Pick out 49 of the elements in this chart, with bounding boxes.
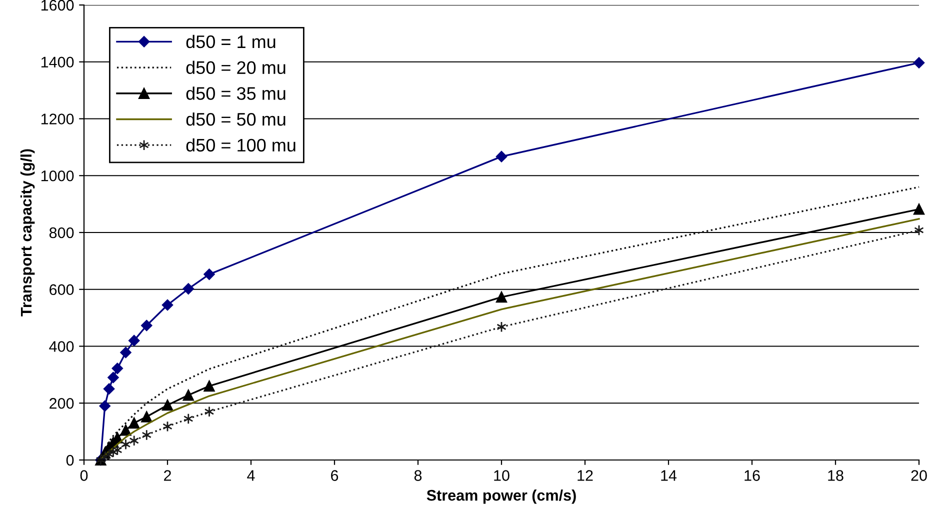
y-tick-label: 1400 bbox=[41, 56, 74, 68]
y-tick-label: 1000 bbox=[41, 170, 74, 182]
point bbox=[142, 429, 152, 441]
y-tick-label: 1200 bbox=[41, 114, 74, 124]
point bbox=[162, 400, 174, 411]
x-tick-label: 0 bbox=[80, 470, 88, 481]
point bbox=[128, 417, 140, 429]
point bbox=[120, 424, 132, 436]
point bbox=[204, 380, 215, 392]
y-tick-label: 800 bbox=[49, 227, 74, 238]
legend-label: d50 = 35 mu bbox=[186, 86, 286, 100]
point bbox=[182, 390, 194, 401]
point bbox=[141, 320, 152, 332]
point bbox=[496, 150, 508, 162]
legend-label: d50 = 50 mu bbox=[186, 112, 286, 126]
point bbox=[103, 383, 115, 395]
x-tick-label: 14 bbox=[661, 470, 677, 481]
x-tick-label: 20 bbox=[911, 470, 927, 481]
x-tick-label: 10 bbox=[494, 470, 510, 481]
point bbox=[182, 283, 194, 294]
x-tick-label: 16 bbox=[744, 470, 760, 481]
point bbox=[913, 57, 925, 68]
point bbox=[204, 268, 215, 280]
y-tick-label: 0 bbox=[66, 454, 74, 466]
x-tick-label: 2 bbox=[164, 470, 171, 481]
point bbox=[99, 400, 110, 412]
point bbox=[913, 204, 925, 215]
point bbox=[141, 411, 152, 422]
legend-label: d50 = 20 mu bbox=[186, 60, 286, 74]
point bbox=[162, 299, 174, 311]
legend-label: d50 = 100 mu bbox=[186, 138, 296, 152]
point bbox=[112, 444, 122, 456]
x-axis-title: Stream power (cm/s) bbox=[426, 490, 576, 504]
x-tick-label: 6 bbox=[331, 470, 338, 481]
point bbox=[496, 291, 508, 303]
point bbox=[128, 334, 140, 346]
y-tick-label: 1600 bbox=[41, 0, 74, 11]
x-tick-label: 4 bbox=[247, 470, 255, 481]
point bbox=[108, 372, 119, 384]
x-tick-label: 8 bbox=[414, 470, 422, 481]
y-tick-label: 200 bbox=[50, 398, 74, 409]
point bbox=[120, 346, 132, 358]
y-tick-label: 600 bbox=[50, 284, 74, 296]
y-axis-title: Transport capacity (g/l) bbox=[20, 149, 35, 316]
x-tick-label: 12 bbox=[578, 470, 593, 481]
legend-label: d50 = 1 mu bbox=[186, 34, 276, 48]
point bbox=[112, 362, 124, 374]
x-tick-label: 18 bbox=[828, 470, 844, 481]
y-tick-label: 400 bbox=[49, 341, 74, 352]
